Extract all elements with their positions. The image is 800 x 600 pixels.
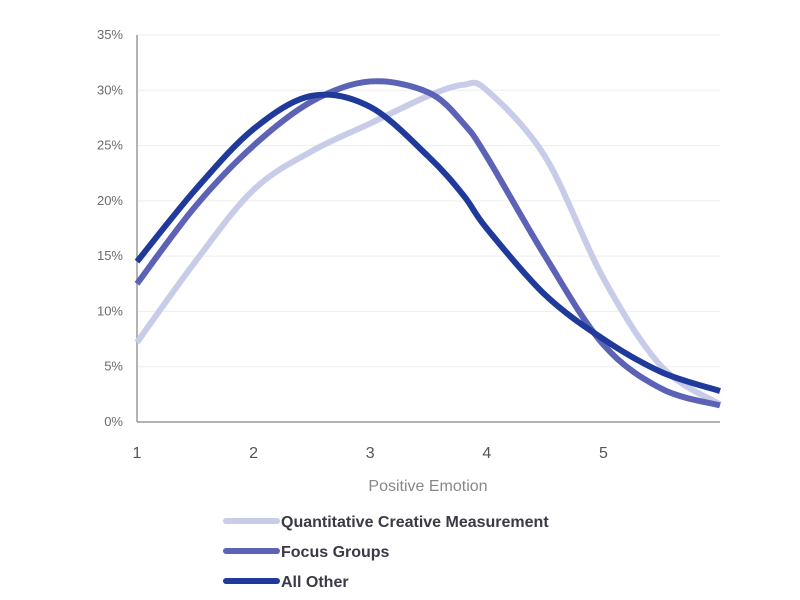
x-tick-label: 1 [133,445,142,462]
series-line-2 [134,91,721,394]
x-axis: 1 2 3 4 5 [133,421,720,462]
x-tick-label: 5 [599,445,608,462]
series-line-1 [134,78,721,409]
series-lines [134,78,722,409]
y-tick-label: 20% [97,193,123,208]
y-tick-label: 10% [97,303,123,318]
y-tick-label: 5% [104,359,123,374]
y-tick-label: 0% [104,414,123,429]
y-axis: 0% 5% 10% 15% 20% 25% 30% 35% [97,27,138,429]
legend-label: All Other [281,574,349,591]
legend: Quantitative Creative Measurement Focus G… [223,514,549,591]
y-tick-label: 15% [97,248,123,263]
y-tick-label: 35% [97,27,123,42]
x-tick-label: 3 [366,445,375,462]
x-axis-label: Positive Emotion [368,478,487,495]
gridlines [137,34,720,368]
x-tick-label: 4 [482,445,491,462]
y-tick-label: 30% [97,82,123,97]
series-line-0 [134,79,722,407]
x-tick-label: 2 [249,445,258,462]
y-tick-label: 25% [97,138,123,153]
legend-label: Quantitative Creative Measurement [281,514,549,531]
legend-label: Focus Groups [281,544,390,561]
